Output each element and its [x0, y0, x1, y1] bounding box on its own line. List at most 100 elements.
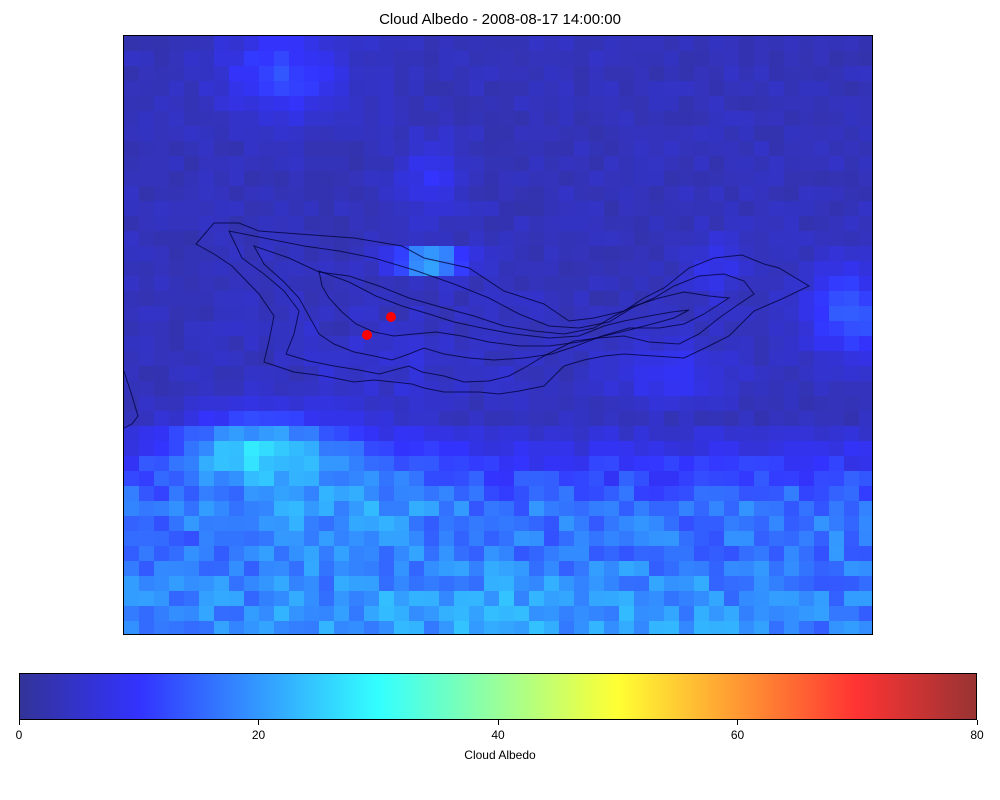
- heatmap-cell: [304, 546, 320, 562]
- heatmap-cell: [424, 456, 440, 472]
- heatmap-cell: [784, 531, 800, 547]
- heatmap-cell: [514, 336, 530, 352]
- heatmap-cell: [724, 81, 740, 97]
- heatmap-cell: [634, 306, 650, 322]
- heatmap-cell: [364, 141, 380, 157]
- heatmap-cell: [289, 96, 305, 112]
- heatmap-cell: [394, 126, 410, 142]
- heatmap-cell: [724, 531, 740, 547]
- heatmap-cell: [274, 531, 290, 547]
- heatmap-cell: [349, 201, 365, 217]
- heatmap-cell: [814, 366, 830, 382]
- heatmap-cell: [289, 126, 305, 142]
- heatmap-cell: [244, 366, 260, 382]
- heatmap-cell: [784, 486, 800, 502]
- heatmap-cell: [829, 366, 845, 382]
- heatmap-cell: [709, 66, 725, 82]
- heatmap-cell: [454, 546, 470, 562]
- heatmap-cell: [859, 261, 872, 277]
- heatmap-cell: [439, 231, 455, 247]
- heatmap-cell: [634, 576, 650, 592]
- heatmap-cell: [409, 171, 425, 187]
- heatmap-cell: [799, 216, 815, 232]
- heatmap-cell: [439, 171, 455, 187]
- heatmap-cell: [784, 516, 800, 532]
- heatmap-cell: [274, 66, 290, 82]
- heatmap-cell: [724, 261, 740, 277]
- heatmap-cell: [814, 96, 830, 112]
- heatmap-cell: [394, 336, 410, 352]
- heatmap-cell: [499, 216, 515, 232]
- heatmap-cell: [424, 51, 440, 67]
- heatmap-cell: [529, 201, 545, 217]
- heatmap-cell: [394, 621, 410, 634]
- heatmap-cell: [589, 66, 605, 82]
- heatmap-cell: [334, 291, 350, 307]
- heatmap-cell: [664, 126, 680, 142]
- heatmap-cell: [379, 576, 395, 592]
- heatmap-cell: [304, 606, 320, 622]
- heatmap-cell: [364, 621, 380, 634]
- heatmap-cell: [229, 171, 245, 187]
- heatmap-cell: [799, 261, 815, 277]
- heatmap-cell: [439, 606, 455, 622]
- heatmap-cell: [454, 306, 470, 322]
- heatmap-cell: [229, 261, 245, 277]
- heatmap-cell: [499, 36, 515, 52]
- heatmap-cell: [709, 216, 725, 232]
- heatmap-cell: [499, 156, 515, 172]
- heatmap-cell: [169, 471, 185, 487]
- heatmap-cell: [319, 126, 335, 142]
- heatmap-cell: [529, 366, 545, 382]
- heatmap-cell: [334, 81, 350, 97]
- heatmap-cell: [574, 381, 590, 397]
- heatmap-cell: [454, 441, 470, 457]
- heatmap-cell: [154, 156, 170, 172]
- heatmap-cell: [649, 546, 665, 562]
- heatmap-cell: [499, 306, 515, 322]
- heatmap-cell: [169, 156, 185, 172]
- heatmap-cell: [559, 201, 575, 217]
- heatmap-cell: [679, 216, 695, 232]
- heatmap-cell: [259, 111, 275, 127]
- heatmap-cell: [619, 126, 635, 142]
- heatmap-cell: [619, 66, 635, 82]
- heatmap-cell: [769, 366, 785, 382]
- heatmap-cell: [784, 231, 800, 247]
- heatmap-cell: [814, 441, 830, 457]
- heatmap-cell: [784, 201, 800, 217]
- heatmap-cell: [664, 456, 680, 472]
- heatmap-cell: [199, 591, 215, 607]
- heatmap-cell: [124, 81, 140, 97]
- heatmap-cell: [694, 396, 710, 412]
- heatmap-cell: [454, 246, 470, 262]
- heatmap-cell: [244, 246, 260, 262]
- heatmap-cell: [859, 606, 872, 622]
- heatmap-cell: [409, 66, 425, 82]
- site-marker: [362, 330, 372, 340]
- heatmap-cell: [784, 411, 800, 427]
- heatmap-cell: [439, 531, 455, 547]
- heatmap-cell: [634, 516, 650, 532]
- heatmap-cell: [364, 216, 380, 232]
- heatmap-cell: [289, 381, 305, 397]
- heatmap-cell: [694, 81, 710, 97]
- heatmap-cell: [169, 186, 185, 202]
- heatmap-cell: [844, 321, 860, 337]
- heatmap-cell: [244, 591, 260, 607]
- heatmap-cell: [814, 156, 830, 172]
- heatmap-cell: [364, 591, 380, 607]
- heatmap-cell: [709, 141, 725, 157]
- heatmap-cell: [619, 261, 635, 277]
- heatmap-cell: [424, 351, 440, 367]
- heatmap-cell: [769, 306, 785, 322]
- heatmap-cell: [574, 441, 590, 457]
- heatmap-cell: [829, 471, 845, 487]
- heatmap-cell: [544, 66, 560, 82]
- heatmap-cell: [499, 546, 515, 562]
- heatmap-cell: [544, 366, 560, 382]
- heatmap-cell: [184, 516, 200, 532]
- heatmap-cell: [184, 276, 200, 292]
- heatmap-cell: [709, 231, 725, 247]
- heatmap-cell: [844, 231, 860, 247]
